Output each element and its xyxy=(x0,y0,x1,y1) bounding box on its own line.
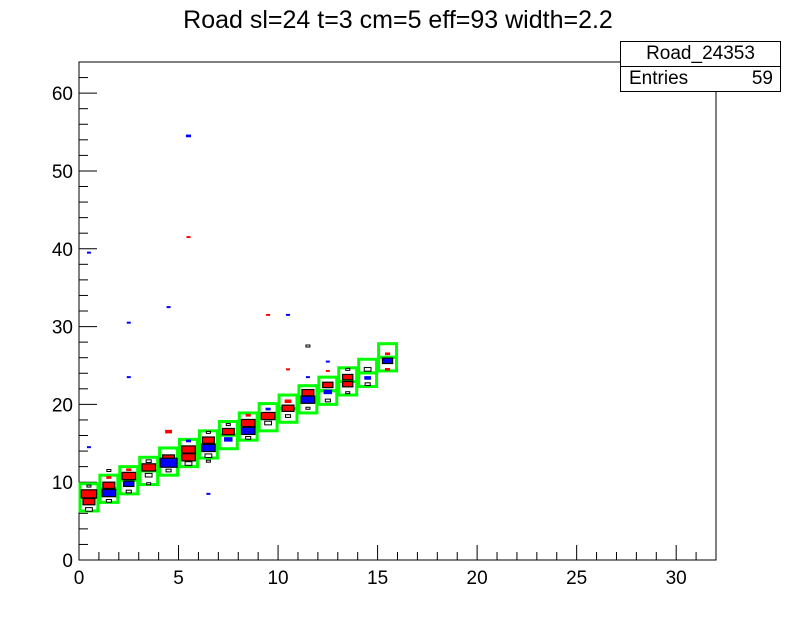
point-black xyxy=(105,499,112,503)
point-black xyxy=(324,398,331,403)
point-blue xyxy=(185,439,192,443)
point-black xyxy=(284,414,292,418)
y-tick-label: 10 xyxy=(52,473,73,494)
point-black xyxy=(245,435,252,440)
point-black xyxy=(106,469,112,473)
point-blue xyxy=(381,357,394,365)
point-blue xyxy=(126,376,131,379)
point-blue xyxy=(224,437,233,442)
point-blue xyxy=(325,360,330,363)
road-cell xyxy=(118,465,140,482)
point-red xyxy=(260,411,276,421)
point-red xyxy=(325,369,330,372)
stats-entries-label: Entries xyxy=(629,68,689,89)
chart-title: Road sl=24 t=3 cm=5 eff=93 width=2.2 xyxy=(183,6,613,34)
point-red xyxy=(102,481,116,490)
y-tick-label: 60 xyxy=(52,84,73,105)
point-black xyxy=(146,482,152,486)
point-black xyxy=(205,459,211,463)
point-black xyxy=(363,367,372,372)
stats-box: Road_24353 Entries 59 xyxy=(620,41,781,92)
y-tick-label: 20 xyxy=(52,395,73,416)
point-black xyxy=(204,453,213,459)
road-cell xyxy=(377,342,398,359)
point-red xyxy=(106,476,112,479)
point-black xyxy=(144,472,153,478)
plot-frame xyxy=(78,61,717,561)
point-blue xyxy=(166,306,171,309)
point-black xyxy=(184,461,193,466)
x-tick-label: 0 xyxy=(74,568,85,589)
point-red xyxy=(286,368,291,371)
point-red xyxy=(181,453,196,462)
point-blue xyxy=(200,443,216,453)
point-red xyxy=(322,381,334,389)
point-blue xyxy=(206,492,211,495)
point-black xyxy=(85,507,93,512)
x-tick-label: 15 xyxy=(367,568,388,589)
point-red xyxy=(82,497,96,506)
point-red xyxy=(281,404,295,413)
point-red xyxy=(301,388,315,397)
point-black xyxy=(305,344,311,348)
point-blue xyxy=(123,480,135,488)
point-blue xyxy=(159,457,178,468)
point-red xyxy=(266,313,271,316)
point-black xyxy=(165,468,172,473)
x-tick-label: 30 xyxy=(666,568,687,589)
point-red xyxy=(126,468,132,472)
x-tick-label: 25 xyxy=(566,568,587,589)
point-black xyxy=(225,423,231,427)
point-black xyxy=(264,420,273,426)
point-blue xyxy=(305,376,310,379)
x-tick-label: 20 xyxy=(467,568,488,589)
point-blue xyxy=(126,321,131,324)
y-tick-label: 30 xyxy=(52,318,73,339)
point-red xyxy=(141,463,157,472)
point-black xyxy=(305,406,311,410)
stats-name: Road_24353 xyxy=(621,42,780,67)
point-black xyxy=(145,459,152,464)
point-red xyxy=(201,436,215,444)
point-blue xyxy=(86,446,91,449)
point-red xyxy=(384,352,391,356)
point-black xyxy=(364,382,371,386)
point-blue xyxy=(323,389,333,395)
point-black xyxy=(86,484,92,488)
point-black xyxy=(345,367,351,371)
point-red xyxy=(165,429,172,434)
point-blue xyxy=(101,488,117,498)
point-black xyxy=(205,430,211,434)
point-red xyxy=(186,236,191,239)
point-red xyxy=(245,413,251,417)
y-tick-label: 50 xyxy=(52,162,73,183)
point-red xyxy=(342,373,354,381)
point-red xyxy=(384,368,391,371)
point-red xyxy=(221,427,235,436)
point-blue xyxy=(265,407,271,411)
point-blue xyxy=(86,251,91,254)
point-red xyxy=(181,445,196,454)
point-red xyxy=(121,471,137,481)
point-black xyxy=(125,489,132,494)
point-blue xyxy=(364,376,372,380)
point-red xyxy=(240,418,256,428)
point-blue xyxy=(286,313,291,316)
point-red xyxy=(342,380,354,388)
point-red xyxy=(80,489,98,499)
road-cell xyxy=(357,357,379,375)
x-tick-label: 10 xyxy=(267,568,288,589)
point-black xyxy=(345,391,351,395)
point-blue xyxy=(185,134,192,138)
y-tick-label: 0 xyxy=(62,551,73,572)
point-red xyxy=(284,399,292,404)
x-tick-label: 5 xyxy=(173,568,184,589)
stats-entries-value: 59 xyxy=(751,68,773,89)
point-blue xyxy=(300,395,316,404)
y-tick-label: 40 xyxy=(52,240,73,261)
point-blue xyxy=(240,426,256,436)
